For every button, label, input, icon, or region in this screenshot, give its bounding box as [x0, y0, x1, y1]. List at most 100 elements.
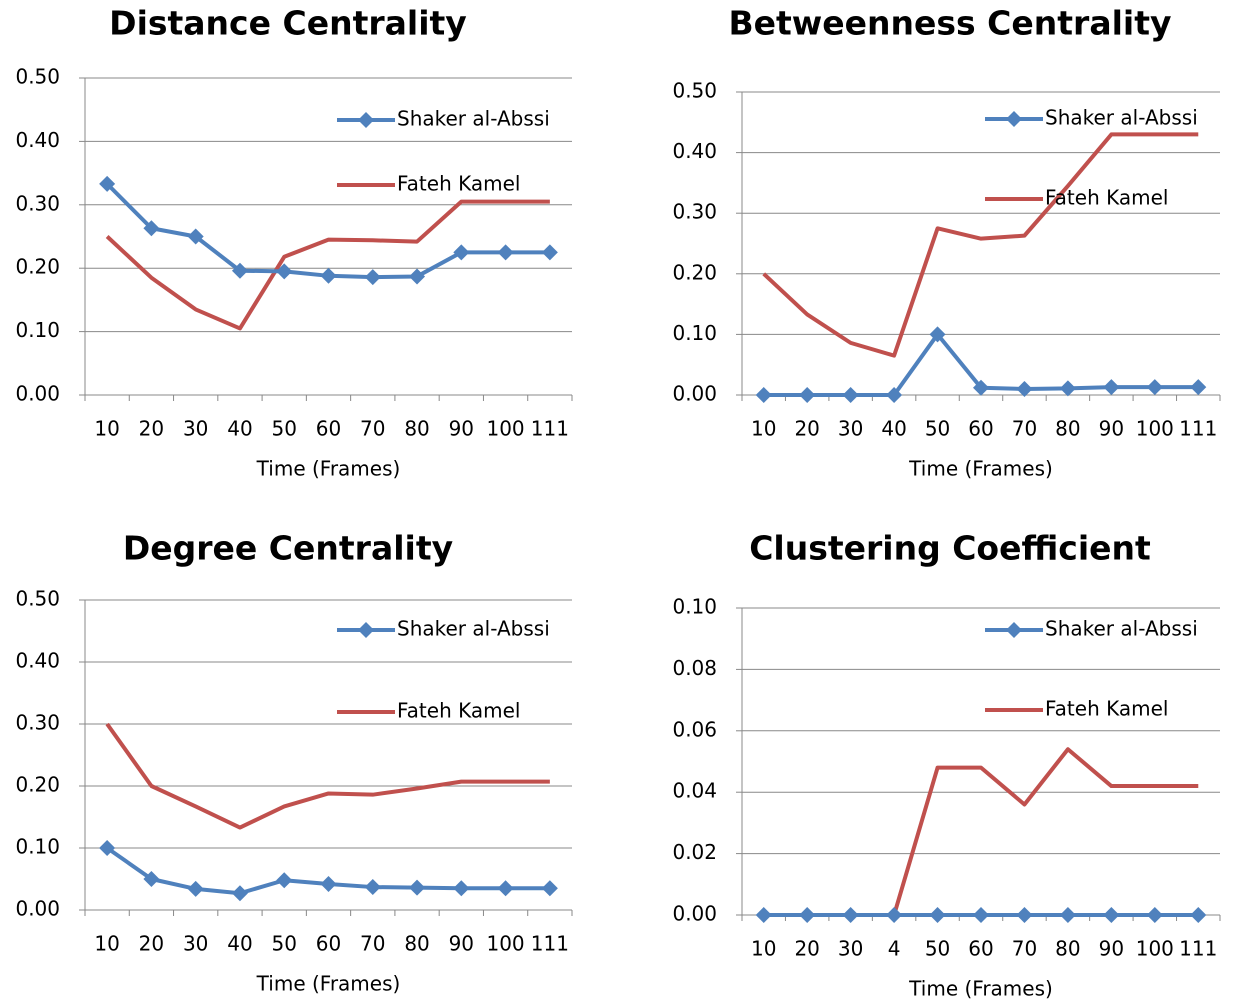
- x-tick-label: 80: [1055, 417, 1080, 441]
- x-tick-label: 90: [449, 932, 474, 956]
- y-tick-label: 0.10: [15, 835, 60, 859]
- x-tick-label: 100: [486, 932, 524, 956]
- point-marker: [231, 885, 248, 902]
- x-tick-label: 90: [1099, 937, 1124, 961]
- y-tick-label: 0.30: [672, 200, 717, 224]
- point-marker: [541, 244, 558, 261]
- point-marker: [1103, 379, 1120, 396]
- x-tick-label: 10: [94, 932, 119, 956]
- x-tick-label: 30: [183, 417, 208, 441]
- x-tick-label: 60: [968, 937, 993, 961]
- point-marker: [929, 907, 946, 923]
- y-tick-label: 0.08: [672, 656, 717, 680]
- legend-label: Fateh Kamel: [397, 699, 520, 723]
- point-marker: [886, 387, 903, 403]
- y-tick-label: 0.10: [672, 595, 717, 619]
- point-marker: [320, 267, 337, 284]
- y-tick-label: 0.30: [15, 191, 60, 215]
- legend-marker: [1006, 622, 1022, 638]
- point-marker: [99, 175, 116, 192]
- x-tick-label: 80: [1055, 937, 1080, 961]
- legend-label: Fateh Kamel: [1045, 186, 1168, 210]
- point-marker: [453, 880, 470, 897]
- point-marker: [1016, 380, 1033, 397]
- point-marker: [1146, 907, 1163, 923]
- y-tick-label: 0.06: [672, 717, 717, 741]
- point-marker: [497, 880, 514, 897]
- x-tick-label: 30: [838, 937, 863, 961]
- x-tick-label: 4: [888, 937, 901, 961]
- point-marker: [1190, 379, 1207, 396]
- point-marker: [497, 244, 514, 261]
- series-line: [105, 722, 550, 830]
- point-marker: [973, 907, 989, 923]
- point-marker: [276, 263, 293, 280]
- point-marker: [453, 244, 470, 261]
- point-marker: [755, 907, 772, 923]
- legend-label: Shaker al-Abssi: [1045, 106, 1198, 130]
- x-tick-label: 50: [925, 417, 950, 441]
- point-marker: [929, 326, 946, 343]
- y-tick-label: 0.20: [672, 260, 717, 284]
- point-marker: [973, 379, 989, 396]
- x-tick-label: 10: [94, 417, 119, 441]
- legend-marker: [358, 112, 374, 128]
- y-tick-label: 0.20: [15, 255, 60, 279]
- x-tick-label: 60: [316, 417, 341, 441]
- x-tick-label: 10: [751, 417, 776, 441]
- legend-marker: [1006, 111, 1022, 127]
- point-marker: [1059, 380, 1076, 397]
- x-tick-label: 50: [272, 932, 297, 956]
- point-marker: [1146, 379, 1163, 396]
- chart-title: Distance Centrality: [109, 4, 467, 43]
- series-line: [105, 182, 550, 280]
- point-marker: [320, 875, 337, 892]
- y-tick-label: 0.00: [15, 382, 60, 406]
- point-marker: [1016, 907, 1033, 923]
- point-marker: [143, 871, 160, 887]
- y-tick-label: 0.00: [672, 902, 717, 926]
- legend-label: Shaker al-Abssi: [397, 617, 550, 641]
- point-marker: [842, 387, 859, 403]
- x-tick-label: 100: [486, 417, 524, 441]
- x-tick-label: 20: [139, 932, 164, 956]
- x-tick-label: 90: [1099, 417, 1124, 441]
- point-marker: [541, 880, 558, 897]
- y-tick-label: 0.50: [15, 587, 60, 611]
- chart-title: Degree Centrality: [123, 529, 453, 568]
- series-line: [763, 747, 1199, 917]
- x-tick-label: 70: [1012, 417, 1037, 441]
- x-tick-label: 10: [751, 937, 776, 961]
- point-marker: [143, 220, 160, 237]
- point-marker: [1103, 907, 1120, 923]
- x-tick-label: 40: [227, 417, 252, 441]
- point-marker: [187, 880, 204, 897]
- point-marker: [799, 907, 816, 923]
- legend-marker: [358, 622, 374, 638]
- x-tick-label: 30: [183, 932, 208, 956]
- x-tick-label: 80: [404, 932, 429, 956]
- x-tick-label: 40: [881, 417, 906, 441]
- point-marker: [1059, 907, 1076, 923]
- series-line: [105, 199, 550, 331]
- series-line: [762, 132, 1199, 358]
- legend-label: Shaker al-Abssi: [397, 107, 550, 131]
- x-tick-label: 60: [968, 417, 993, 441]
- x-tick-label: 70: [360, 417, 385, 441]
- x-tick-label: 70: [1012, 937, 1037, 961]
- chart-title: Clustering Coefficient: [749, 529, 1151, 568]
- y-tick-label: 0.02: [672, 840, 717, 864]
- x-tick-label: 111: [531, 932, 569, 956]
- point-marker: [187, 228, 204, 245]
- x-axis-title: Time (Frames): [256, 972, 401, 996]
- x-tick-label: 111: [1179, 937, 1217, 961]
- point-marker: [409, 879, 426, 896]
- x-tick-label: 30: [838, 417, 863, 441]
- point-marker: [886, 907, 903, 923]
- y-tick-label: 0.40: [672, 139, 717, 163]
- point-marker: [364, 269, 381, 286]
- y-tick-label: 0.00: [672, 382, 717, 406]
- point-marker: [842, 907, 859, 923]
